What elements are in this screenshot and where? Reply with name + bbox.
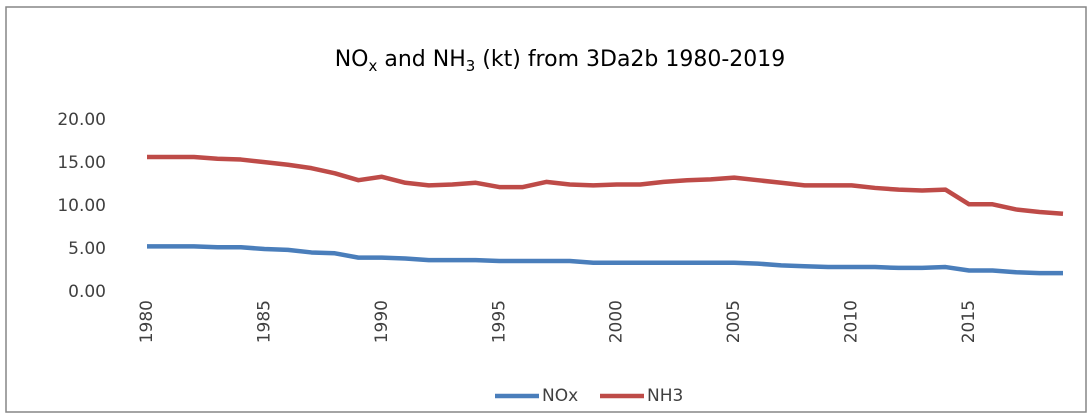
x-tick-label: 1990 [372,300,392,343]
y-tick-label: 15.00 [57,153,106,173]
x-tick-label: 2010 [842,300,862,343]
y-tick-label: 0.00 [68,282,106,302]
legend-label: NOx [542,386,578,406]
x-tick-label: 1980 [137,300,157,343]
title-subscript: x [368,57,377,75]
chart-title: NOx and NH3 (kt) from 3Da2b 1980-2019 [335,47,786,75]
data-line [147,154,1064,216]
chart-border [5,6,1087,413]
legend-label: NH3 [647,386,683,406]
title-part: (kt) from 3Da2b 1980-2019 [475,47,785,72]
y-tick-label: 5.00 [68,239,106,259]
x-tick-label: 2000 [607,300,627,343]
y-tick-label: 10.00 [57,196,106,216]
x-tick-label: 1985 [254,300,274,343]
y-tick-label: 20.00 [57,110,106,130]
x-tick-label: 1995 [489,300,509,343]
data-line [147,244,1063,276]
x-tick-label: 2015 [959,300,979,343]
title-subscript: 3 [466,57,476,75]
title-part: NO [335,47,369,72]
x-tick-label: 2005 [724,300,744,343]
title-part: and NH [377,47,465,72]
